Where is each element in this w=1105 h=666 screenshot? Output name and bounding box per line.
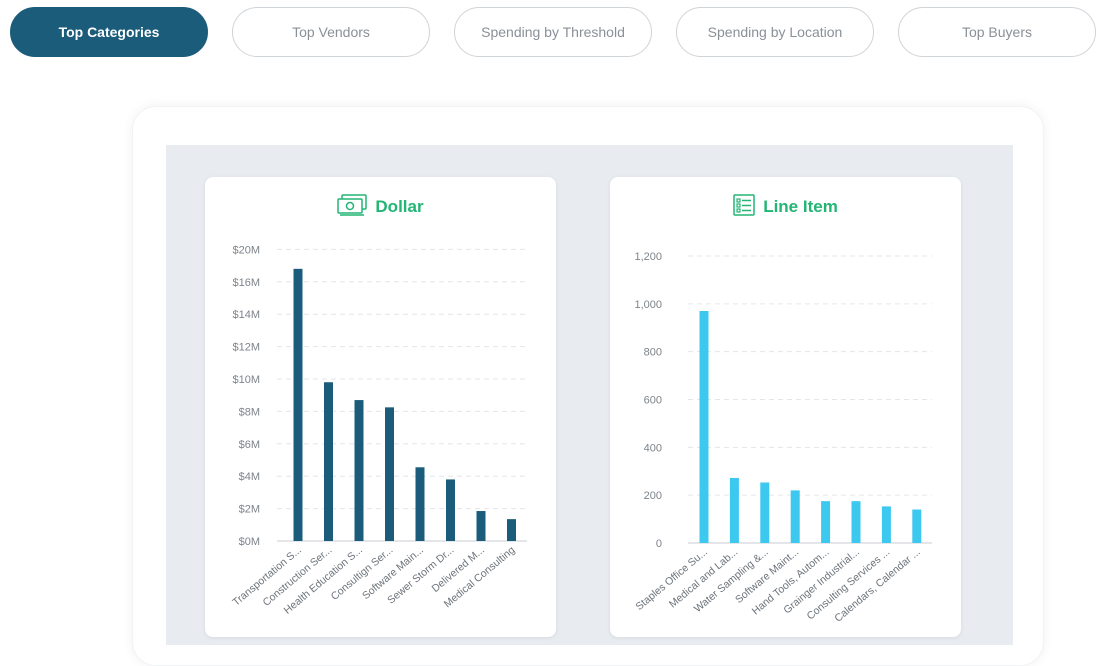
y-tick-label: $12M [232, 342, 260, 354]
line-item-chart-title: Line Item [763, 197, 838, 216]
bar [851, 501, 861, 543]
y-tick-label: $8M [239, 406, 260, 418]
bar [385, 407, 394, 541]
bar [881, 506, 891, 543]
y-tick-label: 400 [644, 442, 662, 454]
bar [415, 467, 425, 541]
bar [821, 501, 831, 543]
bar [354, 400, 364, 541]
dollar-chart-header: Dollar [205, 193, 556, 221]
bar [912, 509, 922, 543]
line-item-chart-card: Line Item 0 200 400 600 800 1,000 1,200 Staples… [610, 177, 961, 637]
money-icon [337, 193, 368, 221]
tab-top-buyers[interactable]: Top Buyers [898, 7, 1096, 57]
y-tick-label: $6M [239, 439, 260, 451]
y-tick-label: 1,200 [634, 251, 662, 263]
bar [699, 311, 709, 543]
tab-top-categories[interactable]: Top Categories [10, 7, 208, 57]
dollar-bar-chart: $0M$2M$4M$6M$8M$10M$12M$14M$16M$20MTrans… [230, 244, 527, 617]
bar [729, 477, 739, 543]
dollar-chart-card: Dollar $0M $2M $4M $6M $8M $10M $12M $14M $16M $2… [205, 177, 556, 637]
y-tick-label: 800 [644, 347, 662, 359]
y-tick-label: $2M [239, 504, 260, 516]
bar [790, 490, 800, 543]
y-tick-label: $4M [239, 471, 260, 483]
tab-top-vendors[interactable]: Top Vendors [232, 7, 430, 57]
bar [324, 382, 333, 541]
y-tick-label: $0M [239, 536, 260, 548]
y-tick-label: 600 [644, 395, 662, 407]
y-tick-label: $20M [232, 244, 260, 256]
bar [476, 511, 486, 541]
tab-spending-by-location[interactable]: Spending by Location [676, 7, 874, 57]
category-tabs: Top Categories Top Vendors Spending by T… [10, 7, 1100, 57]
y-tick-label: 200 [644, 490, 662, 502]
bar [507, 519, 516, 541]
line-item-chart-header: Line Item [610, 193, 961, 221]
bar [760, 482, 770, 543]
y-tick-label: $10M [232, 374, 260, 386]
dollar-chart-title: Dollar [375, 197, 424, 216]
bar [293, 268, 303, 541]
tab-spending-by-threshold[interactable]: Spending by Threshold [454, 7, 652, 57]
y-tick-label: $14M [232, 309, 260, 321]
y-tick-label: $16M [232, 277, 260, 289]
list-icon [733, 193, 755, 221]
y-tick-label: 1,000 [634, 299, 662, 311]
bar [446, 479, 455, 541]
y-tick-label: 0 [656, 538, 662, 550]
